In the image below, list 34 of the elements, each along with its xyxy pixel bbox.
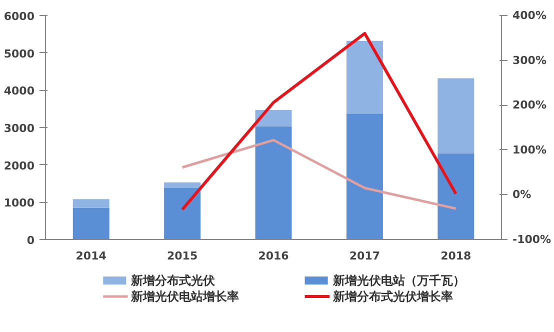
y2-tick-label: 100% — [512, 143, 546, 156]
bar — [72, 208, 110, 240]
bar — [346, 114, 383, 240]
y2-tick-label: 400% — [512, 9, 546, 22]
x-tick-label: 2014 — [76, 250, 107, 262]
y2-tick-label: 0% — [512, 188, 532, 202]
bar — [255, 110, 292, 126]
y-tick-label: 3000 — [4, 122, 35, 135]
legend-label: 新增分布式光伏增长率 — [332, 290, 453, 304]
bar — [164, 188, 201, 240]
x-tick-label: 2018 — [440, 250, 472, 262]
legend-label: 新增光伏电站增长率 — [130, 290, 240, 304]
line-series — [181, 138, 458, 210]
y2-tick-label: 300% — [512, 54, 546, 67]
x-tick-label: 2015 — [166, 250, 198, 262]
bar — [346, 40, 383, 114]
y-tick-label: 4000 — [4, 84, 35, 98]
bar — [164, 182, 201, 188]
bar — [255, 126, 292, 240]
legend-label: 新增分布式光伏 — [130, 274, 216, 288]
legend-label: 新增光伏电站（万千瓦） — [332, 274, 465, 288]
bar — [72, 199, 110, 208]
line-series — [180, 32, 458, 211]
y2-tick-label: 200% — [512, 98, 546, 112]
y-tick-label: 0 — [26, 234, 35, 247]
x-tick-label: 2017 — [349, 250, 380, 262]
y-tick-label: 5000 — [4, 47, 35, 60]
y2-tick-label: -100% — [512, 233, 552, 246]
y-tick-label: 1000 — [4, 196, 35, 210]
y-tick-label: 2000 — [4, 159, 35, 172]
bar — [438, 78, 474, 154]
bar — [438, 153, 474, 240]
y-tick-label: 6000 — [4, 10, 35, 23]
x-tick-label: 2016 — [258, 250, 290, 262]
